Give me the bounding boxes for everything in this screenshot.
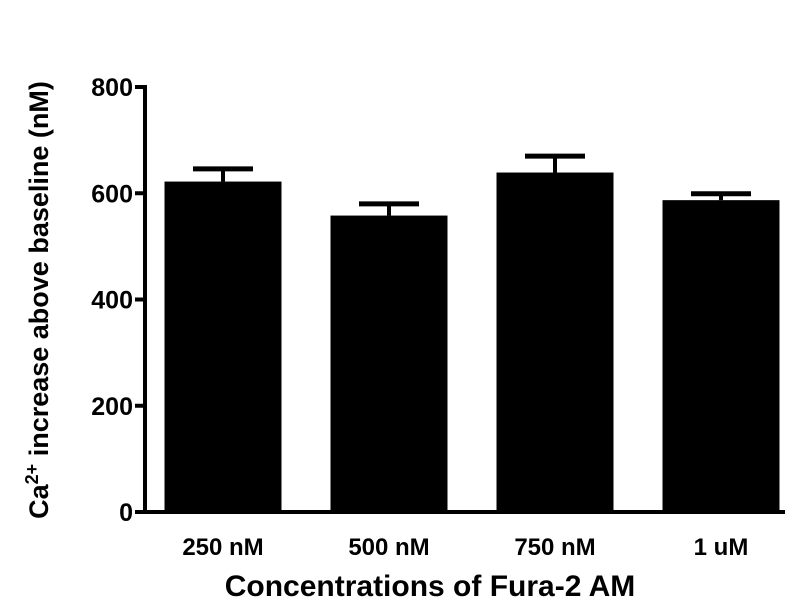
- y-tick-label: 800: [91, 74, 133, 102]
- bar: [164, 181, 282, 512]
- y-axis-title: Ca2+ increase above baseline (nM): [22, 81, 54, 519]
- x-tick-label: 1 uM: [694, 534, 749, 561]
- bar: [662, 200, 780, 512]
- y-axis-title-part: Ca: [24, 483, 54, 518]
- x-tick-label: 500 nM: [348, 534, 429, 561]
- y-tick-label: 200: [91, 393, 133, 421]
- y-tick-label: 400: [91, 287, 133, 315]
- x-tick-label: 250 nM: [182, 534, 263, 561]
- x-axis-title: Concentrations of Fura-2 AM: [225, 570, 636, 603]
- bar: [496, 172, 614, 512]
- y-tick-label: 0: [119, 499, 133, 527]
- y-tick-label: 600: [91, 180, 133, 208]
- x-tick-label: 750 nM: [514, 534, 595, 561]
- bar: [330, 215, 448, 512]
- y-axis-title-superscript: 2+: [22, 464, 42, 485]
- y-axis-title-part: increase above baseline (nM): [24, 81, 54, 464]
